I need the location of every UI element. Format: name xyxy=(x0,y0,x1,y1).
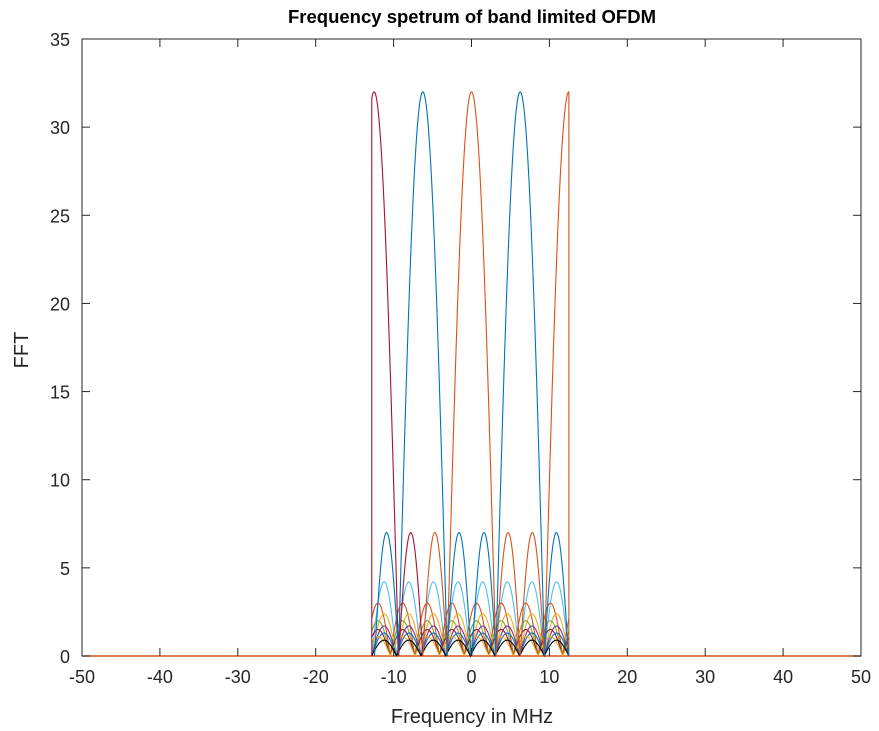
y-tick-label: 10 xyxy=(50,471,70,491)
x-axis-label: Frequency in MHz xyxy=(391,706,553,728)
x-tick-label: 50 xyxy=(851,667,871,687)
x-tick-label: 0 xyxy=(466,667,476,687)
y-tick-label: 15 xyxy=(50,383,70,403)
y-tick-label: 35 xyxy=(50,30,70,50)
series-lobe-1 xyxy=(371,91,400,657)
y-tick-label: 25 xyxy=(50,206,70,226)
y-tick-label: 30 xyxy=(50,118,70,138)
x-tick-label: -40 xyxy=(147,667,173,687)
y-tick-label: 20 xyxy=(50,294,70,314)
series-lobe-12 xyxy=(519,532,545,657)
series-sidelobe-4 xyxy=(371,620,570,658)
series-lobe-9 xyxy=(446,532,472,657)
x-tick-label: 10 xyxy=(539,667,559,687)
series-lobe-13 xyxy=(543,532,570,657)
x-tick-label: -10 xyxy=(381,667,407,687)
y-axis-label: FFT xyxy=(11,332,33,369)
tick-labels: -50 -40 -30 -20 -10 0 10 20 30 40 50 0 5 10 15 20 25 30 35 xyxy=(50,30,871,687)
series-lobe-5 xyxy=(543,91,570,657)
axes xyxy=(81,38,862,657)
x-tick-label: 20 xyxy=(617,667,637,687)
series-lobe-6 xyxy=(373,532,400,657)
y-tick-label: 5 xyxy=(60,559,70,579)
x-tick-label: -20 xyxy=(303,667,329,687)
x-tick-label: 30 xyxy=(695,667,715,687)
x-tick-label: 40 xyxy=(773,667,793,687)
series-lobe-4 xyxy=(495,91,546,657)
spectrum-curves xyxy=(82,91,861,659)
x-tick-label: -30 xyxy=(225,667,251,687)
series-sidelobe-9 xyxy=(371,639,570,658)
series-lobe-8 xyxy=(422,532,448,657)
series-lobe-2 xyxy=(397,91,448,657)
series-lobe-3 xyxy=(446,91,497,657)
series-lobe-7 xyxy=(398,532,424,657)
y-tick-label: 0 xyxy=(60,647,70,667)
chart-title: Frequency spetrum of band limited OFDM xyxy=(288,6,656,27)
series-lobe-11 xyxy=(495,532,521,657)
series-lobe-10 xyxy=(471,532,497,657)
x-tick-label: -50 xyxy=(69,667,95,687)
